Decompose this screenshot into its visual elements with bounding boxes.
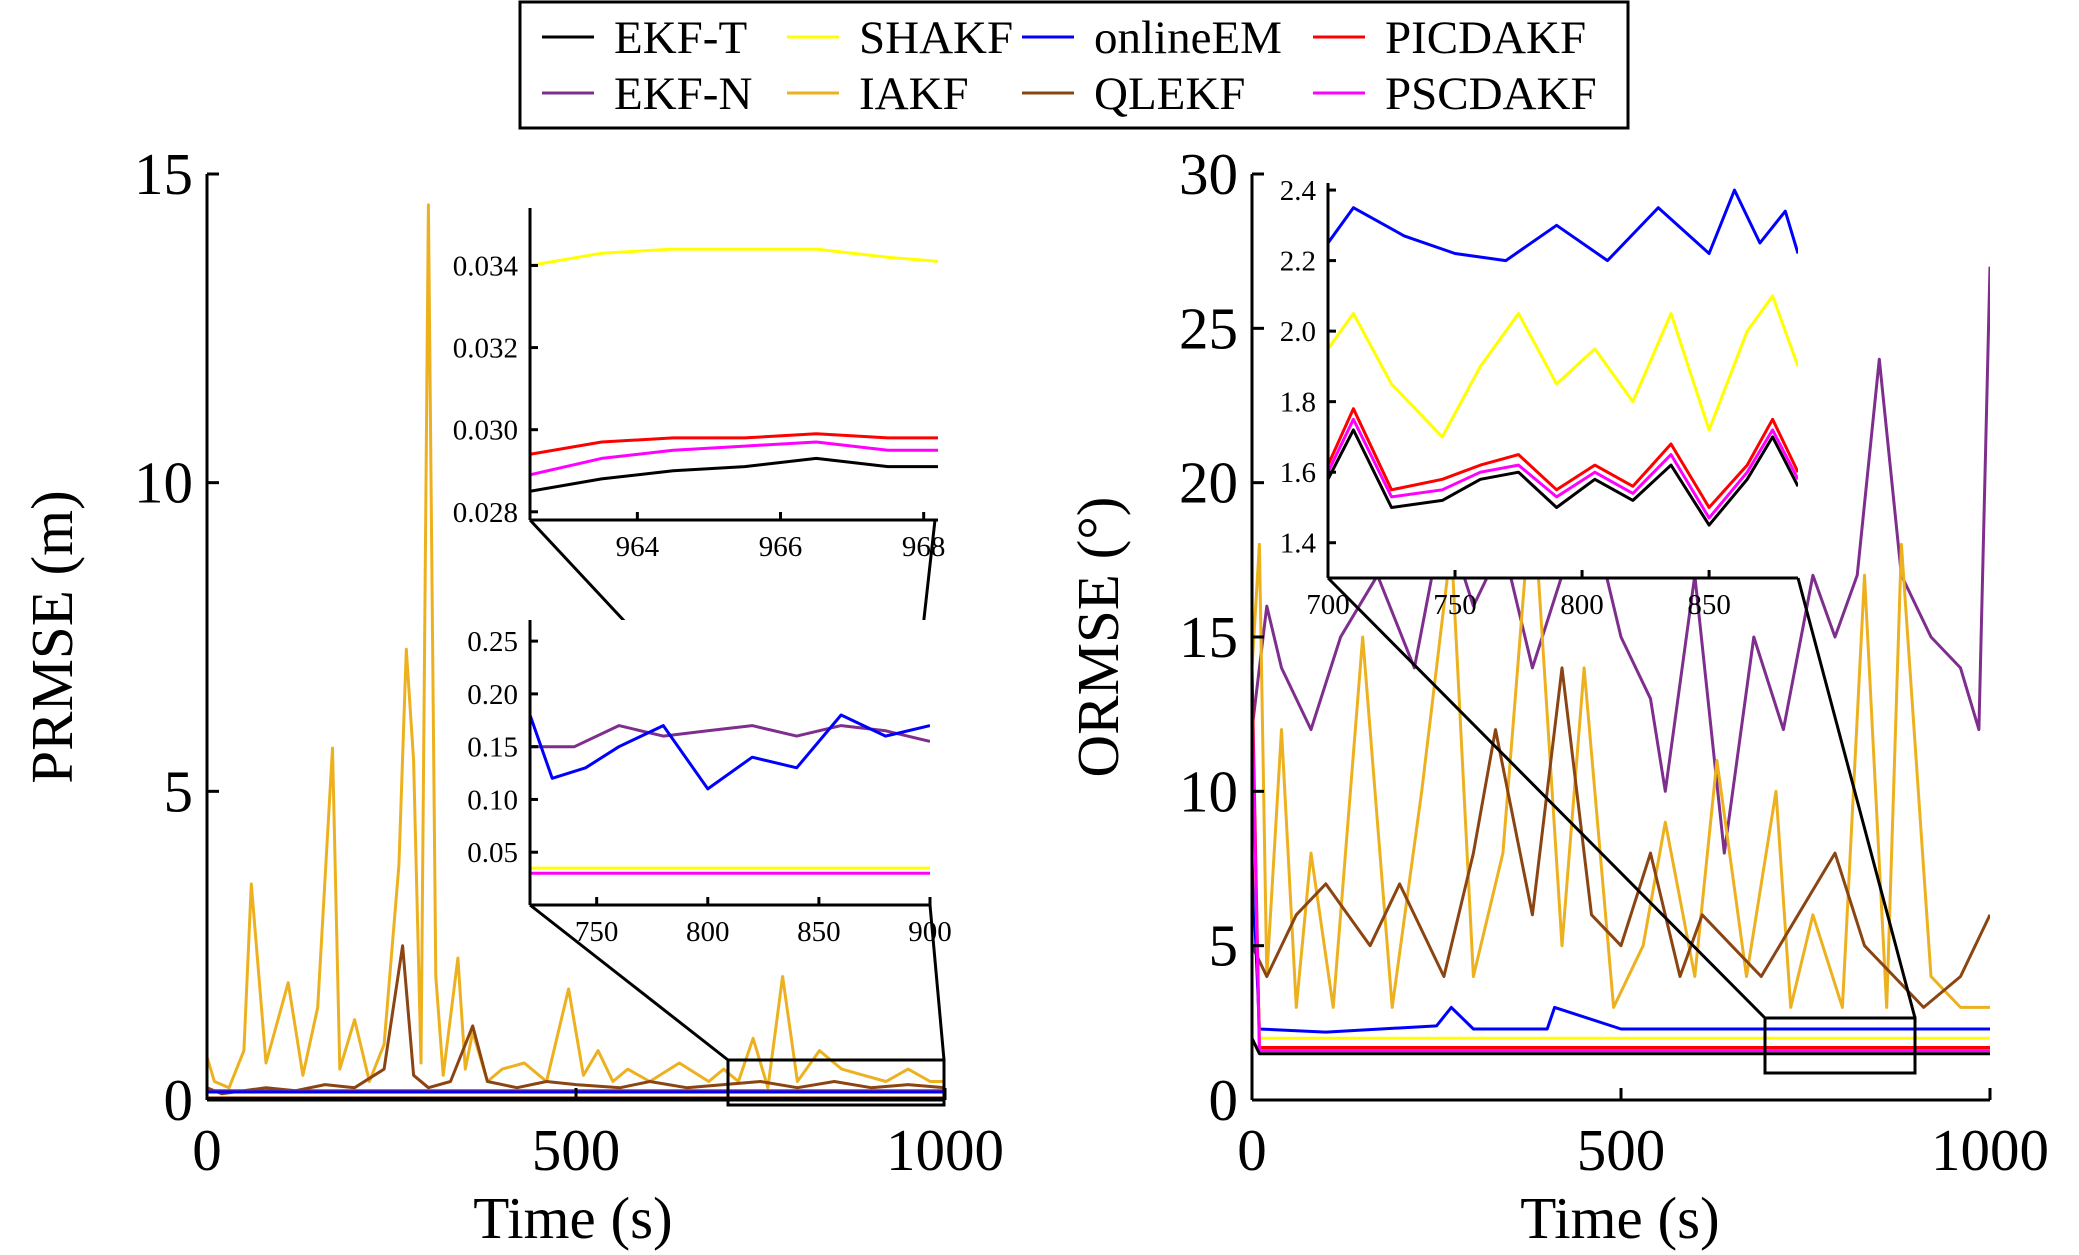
right-inset-ytick-label: 1.4 xyxy=(1280,528,1317,560)
left-inset-1-series-onlineem xyxy=(530,713,930,791)
right-xtick-label: 1000 xyxy=(1931,1117,2049,1183)
left-inset-2-xtick-label: 968 xyxy=(902,531,946,563)
right-inset-series-onlineem xyxy=(1328,188,1798,263)
left-inset-1-xtick-label: 750 xyxy=(575,916,619,948)
right-ytick-label: 15 xyxy=(1179,604,1238,670)
left-inset-1: 750 800 850 900 0.05 0.10 0.15 0.20 0.25 xyxy=(467,620,952,948)
left-inset-2-xtick-label: 966 xyxy=(759,531,803,563)
right-inset-ytick-label: 1.6 xyxy=(1280,457,1316,489)
left-inset-1-background xyxy=(530,620,930,905)
legend-label-ekf-n: EKF-N xyxy=(614,68,752,120)
legend: EKF-T SHAKF onlineEM PICDAKF EKF-N IAKF QLEKF P… xyxy=(518,0,1630,130)
left-inset-2-series-ekf-t xyxy=(530,456,938,493)
left-xtick-label: 0 xyxy=(192,1117,222,1183)
left-inset-2-series-pscdakf xyxy=(530,440,938,477)
left-inset-2-ytick-label: 0.032 xyxy=(453,333,518,365)
left-inset-1-xtick-label: 900 xyxy=(908,916,952,948)
right-series-iakf xyxy=(1252,481,1990,1009)
right-series-qlekf xyxy=(1252,666,1990,1009)
left-inset-2: 964 966 968 0.028 0.030 0.032 0.034 xyxy=(453,208,946,563)
left-inset-1-ytick-label: 0.15 xyxy=(467,732,518,764)
left-zoom-connector-b xyxy=(928,904,946,1061)
right-inset-xtick-label: 800 xyxy=(1560,589,1604,621)
right-inset: 700 750 800 850 1.4 1.6 1.8 2.0 2.2 2.4 xyxy=(1280,175,1798,621)
left-ytick-label: 5 xyxy=(164,758,194,824)
left-inset-2-ytick-label: 0.034 xyxy=(453,250,519,282)
right-inset-ytick-label: 2.0 xyxy=(1280,316,1316,348)
left-inset-2-xtick-label: 964 xyxy=(616,531,660,563)
right-zoom-connector-b xyxy=(1796,577,1917,1019)
legend-label-qlekf: QLEKF xyxy=(1094,68,1245,120)
legend-label-pscdakf: PSCDAKF xyxy=(1385,68,1597,120)
left-zoom-connector-a xyxy=(529,903,729,1062)
right-inset-series-picdakf xyxy=(1328,407,1798,509)
right-xlabel: Time (s) xyxy=(1520,1185,1719,1251)
legend-label-shakf: SHAKF xyxy=(859,12,1013,64)
right-ytick-label: 30 xyxy=(1179,141,1238,207)
right-xtick-label: 0 xyxy=(1237,1117,1267,1183)
legend-label-onlineem: onlineEM xyxy=(1094,12,1282,64)
legend-label-ekf-t: EKF-T xyxy=(614,12,747,64)
left-xtick-label: 1000 xyxy=(886,1117,1004,1183)
left-inset-2-ytick-label: 0.030 xyxy=(453,415,518,447)
right-zoom-box xyxy=(1763,1016,1917,1075)
right-series-ekf-n xyxy=(1252,266,1990,855)
left-zoom-box-main xyxy=(726,1058,946,1107)
left-inset-1-xtick-label: 800 xyxy=(686,916,730,948)
right-ytick-label: 20 xyxy=(1179,450,1238,516)
right-zoom-connector-a xyxy=(1326,576,1767,1020)
left-ylabel: PRMSE (m) xyxy=(19,490,85,783)
right-series-ekf-t xyxy=(1252,1037,1990,1056)
left-inset-2-ytick-label: 0.028 xyxy=(453,497,518,529)
left-xtick-label: 500 xyxy=(532,1117,621,1183)
left-ytick-label: 10 xyxy=(134,450,193,516)
left-inset-2-series-picdakf xyxy=(530,432,938,456)
right-inset-ytick-label: 2.2 xyxy=(1280,246,1316,278)
right-inset-series-shakf xyxy=(1328,294,1798,439)
legend-box xyxy=(518,0,1630,130)
left-inset-1-ytick-label: 0.20 xyxy=(467,679,518,711)
left-series-qlekf xyxy=(207,944,945,1096)
legend-label-picdakf: PICDAKF xyxy=(1385,12,1586,64)
right-inset-ytick-label: 1.8 xyxy=(1280,387,1316,419)
left-xlabel: Time (s) xyxy=(473,1185,672,1251)
right-ytick-label: 10 xyxy=(1179,758,1238,824)
left-plot: 0 500 1000 0 5 10 15 Time (s) PRMSE (m) 750 800… xyxy=(19,141,1004,1251)
right-inset-xtick-label: 850 xyxy=(1687,589,1731,621)
right-inset-series-pscdakf xyxy=(1328,417,1798,520)
left-inset-2-series-shakf xyxy=(530,247,938,267)
left-inset-1-ytick-label: 0.25 xyxy=(467,626,518,658)
right-ytick-label: 25 xyxy=(1179,295,1238,361)
right-ytick-label: 0 xyxy=(1209,1067,1239,1133)
right-inset-ytick-label: 2.4 xyxy=(1280,175,1317,207)
right-series-onlineem xyxy=(1252,853,1990,1034)
left-series-lines xyxy=(207,203,945,1100)
right-inset-xtick-label: 750 xyxy=(1433,589,1477,621)
left-inset-1-ytick-label: 0.10 xyxy=(467,784,518,816)
right-inset-series-ekf-t xyxy=(1328,428,1798,527)
right-xtick-label: 500 xyxy=(1577,1117,1666,1183)
left-ytick-label: 15 xyxy=(134,141,193,207)
left-ytick-label: 0 xyxy=(164,1067,194,1133)
right-ytick-label: 5 xyxy=(1209,913,1239,979)
left-inset-1-xtick-label: 850 xyxy=(797,916,841,948)
right-inset-xtick-label: 700 xyxy=(1306,589,1350,621)
right-series-lines xyxy=(1252,266,1990,1056)
right-ylabel: ORMSE (°) xyxy=(1065,497,1131,778)
left-inset-1-series-ekf-n xyxy=(530,724,930,749)
left-inset-1-ytick-label: 0.05 xyxy=(467,837,518,869)
legend-label-iakf: IAKF xyxy=(859,68,969,120)
